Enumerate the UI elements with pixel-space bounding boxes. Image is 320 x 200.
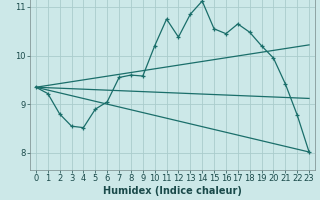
X-axis label: Humidex (Indice chaleur): Humidex (Indice chaleur) xyxy=(103,186,242,196)
